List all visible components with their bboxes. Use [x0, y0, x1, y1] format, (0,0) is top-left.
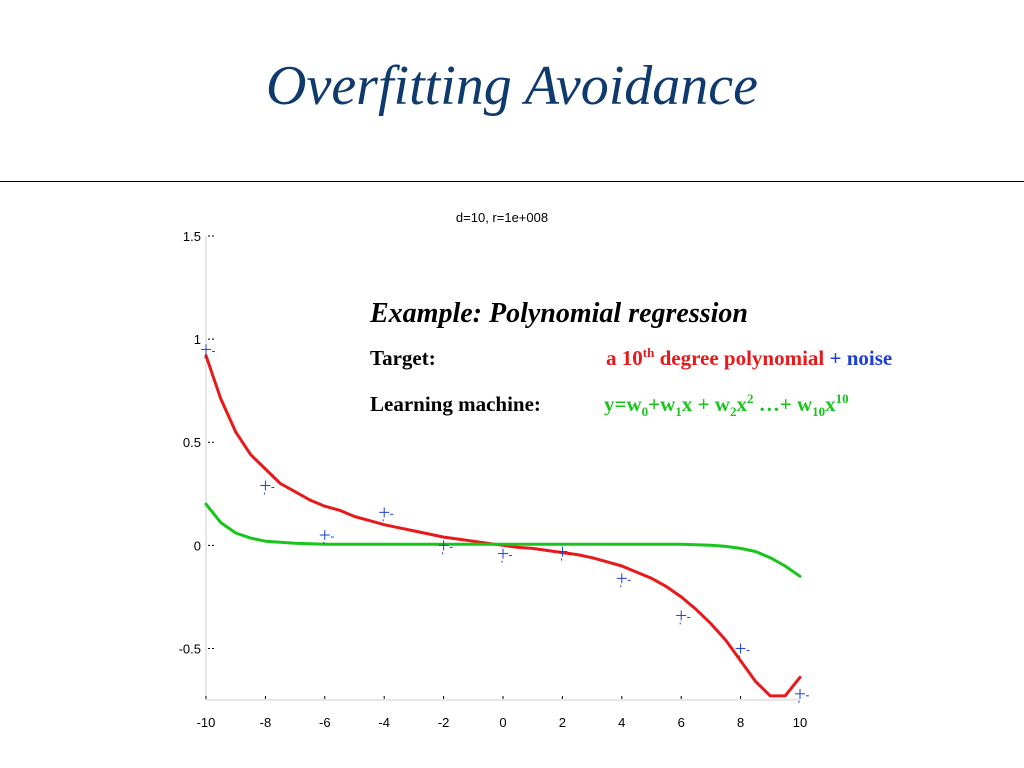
data-point — [616, 573, 631, 588]
data-point — [201, 344, 215, 359]
data-point — [260, 480, 275, 495]
data-point — [498, 548, 512, 563]
fit-curve-green — [204, 502, 802, 578]
learning-machine-row: Learning machine: y=w0+w1x + w2x2 …+ w10… — [370, 392, 990, 422]
regression-annotation: Example: Polynomial regression Target: a… — [370, 300, 990, 422]
x-tick-label: -8 — [260, 715, 272, 730]
slide-title: Overfitting Avoidance — [266, 55, 758, 117]
y-tick-label: 0 — [194, 538, 201, 553]
x-tick-label: 0 — [499, 715, 506, 730]
data-point — [795, 688, 809, 703]
target-noise-text: noise — [846, 346, 893, 370]
data-point — [319, 530, 334, 545]
x-tick-label: -10 — [197, 715, 216, 730]
chart-series-layer — [204, 354, 802, 698]
x-tick-label: 10 — [793, 715, 807, 730]
learning-machine-formula: y=w0+w1x + w2x2 …+ w10x10 — [604, 391, 849, 420]
x-tick-label: 6 — [678, 715, 685, 730]
data-point — [676, 610, 691, 625]
x-tick-label: -6 — [319, 715, 331, 730]
data-point — [735, 643, 750, 658]
target-plus: + — [824, 346, 847, 370]
x-tick-label: 2 — [559, 715, 566, 730]
data-point — [379, 507, 394, 522]
target-row: Target: a 10th degree polynomial + noise — [370, 346, 990, 376]
x-tick-label: -2 — [438, 715, 450, 730]
y-tick-label: -0.5 — [179, 641, 201, 656]
target-polynomial-text: a 10th degree polynomial — [606, 345, 825, 370]
data-point — [438, 540, 453, 555]
target-value: a 10th degree polynomial + noise — [606, 346, 892, 371]
chart-points-layer — [201, 344, 809, 703]
y-tick-label: 1 — [194, 332, 201, 347]
y-tick-label: 1.5 — [183, 229, 201, 244]
x-tick-label: 8 — [737, 715, 744, 730]
target-label: Target: — [370, 346, 436, 370]
chart-axes: 1.5 1 0.5 0 -0.5 -10 -8 -6 -4 -2 0 2 4 6 8 10 — [179, 229, 808, 730]
title-divider — [0, 181, 1024, 182]
learning-machine-label: Learning machine: — [370, 392, 541, 416]
x-tick-label: 4 — [618, 715, 625, 730]
data-point — [557, 546, 572, 561]
annotation-heading: Example: Polynomial regression — [370, 298, 748, 329]
x-tick-label: -4 — [378, 715, 390, 730]
y-tick-label: 0.5 — [183, 435, 201, 450]
chart-title: d=10, r=1e+008 — [456, 210, 548, 225]
